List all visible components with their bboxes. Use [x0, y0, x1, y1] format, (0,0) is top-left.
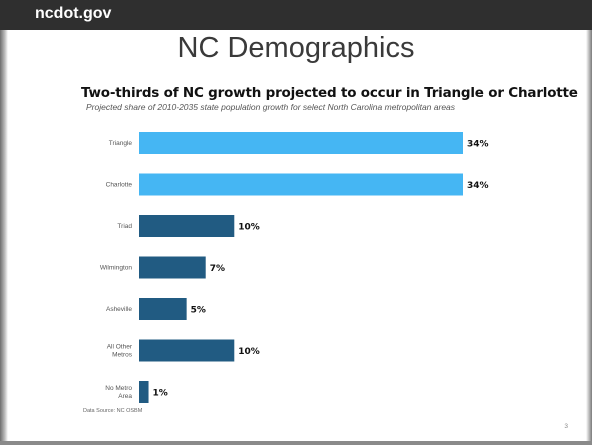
data-label: 34%: [467, 140, 489, 150]
data-label: 34%: [467, 181, 489, 191]
bar: [139, 339, 235, 362]
category-label: Asheville: [106, 306, 132, 313]
data-source-note: Data Source: NC OSBM: [83, 408, 143, 414]
data-label: 7%: [210, 264, 225, 274]
brand-label: ncdot.gov: [35, 5, 112, 22]
chart-title: Two-thirds of NC growth projected to occ…: [81, 85, 578, 101]
bar: [139, 215, 235, 237]
bar: [139, 132, 463, 154]
slide-title: NC Demographics: [177, 32, 415, 64]
top-bar: ncdot.gov: [0, 0, 592, 30]
bar: [139, 256, 206, 279]
category-label: Triangle: [109, 140, 133, 147]
slide-left-border: [0, 30, 8, 445]
chart-subtitle: Projected share of 2010-2035 state popul…: [86, 102, 456, 112]
slide-right-border: [586, 30, 592, 445]
category-label: Triad: [117, 223, 132, 230]
bar: [139, 298, 187, 320]
category-label: Wilmington: [100, 265, 133, 272]
category-label: All Other Metros: [107, 344, 133, 359]
category-label: Charlotte: [106, 182, 133, 189]
data-label: 10%: [238, 223, 260, 233]
data-label: 10%: [238, 347, 260, 357]
data-label: 1%: [153, 389, 168, 399]
page-number: 3: [564, 423, 568, 430]
data-label: 5%: [191, 306, 206, 316]
bar: [139, 173, 463, 196]
slide-bottom-border: [0, 441, 592, 445]
category-label: No Metro Area: [105, 385, 132, 400]
bar: [139, 381, 149, 403]
